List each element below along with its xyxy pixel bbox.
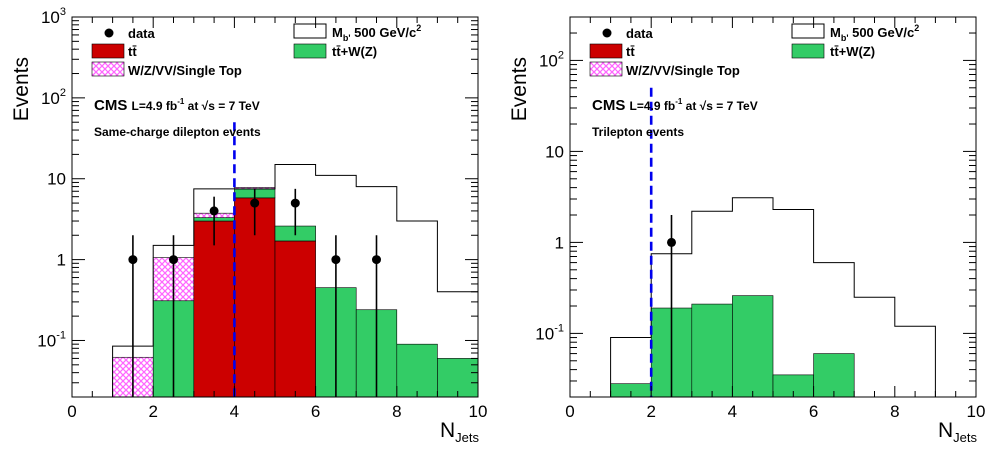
- y-tick-label: 10-1: [37, 329, 66, 350]
- x-tick-label: 10: [967, 402, 986, 421]
- cms-lumi-label: CMS L=4.9 fb-1 at √s = 7 TeV: [592, 97, 758, 114]
- bar-ttv: [691, 303, 733, 398]
- sample-label: Same-charge dilepton events: [94, 125, 261, 139]
- y-tick-label: 1: [555, 233, 564, 252]
- legend-data-label: data: [128, 26, 156, 41]
- legend-wz-swatch: [589, 61, 623, 77]
- x-tick-label: 10: [469, 402, 488, 421]
- x-tick-label: 0: [565, 402, 574, 421]
- data-point: [667, 237, 676, 247]
- bar-ttv: [396, 343, 438, 398]
- legend-ttv-label: tt̄+W(Z): [830, 44, 875, 59]
- legend-ttv-swatch: [791, 43, 825, 59]
- legend-signal-label: Mb' 500 GeV/c2: [830, 23, 919, 43]
- x-tick-label: 8: [890, 402, 899, 421]
- y-axis-label: Events: [10, 57, 33, 121]
- x-axis-label: NJets: [938, 419, 978, 445]
- signal-histogram-line: [570, 197, 976, 398]
- signal-histogram-line: [72, 163, 479, 398]
- legend-wz-label: W/Z/VV/Single Top: [626, 63, 740, 78]
- y-tick-label: 10: [47, 170, 66, 189]
- data-point: [250, 198, 260, 208]
- bar-ttv: [813, 353, 855, 398]
- data-point: [290, 198, 300, 208]
- x-tick-label: 8: [392, 402, 401, 421]
- y-tick-label: 1: [57, 251, 66, 270]
- right-panel-trilepton: 0 2 4 6 8 10 10-1 1 10 102 Events NJets data tt̄ W/Z/V…: [508, 16, 986, 445]
- y-tick-label: 10-1: [535, 322, 564, 343]
- x-tick-label: 2: [646, 402, 655, 421]
- data-point: [169, 255, 178, 265]
- x-tick-label: 6: [311, 402, 320, 421]
- x-tick-label: 4: [230, 402, 239, 421]
- x-tick-label: 4: [728, 402, 737, 421]
- x-tick-label: 2: [148, 402, 157, 421]
- bar-ttbar: [193, 220, 235, 398]
- y-tick-label: 102: [41, 87, 66, 108]
- legend-wz-swatch: [91, 61, 125, 77]
- data-point: [209, 206, 219, 216]
- data-point: [128, 255, 138, 265]
- data-point: [372, 255, 381, 265]
- legend-ttv-label: tt̄+W(Z): [332, 44, 377, 59]
- legend-wz-label: W/Z/VV/Single Top: [128, 63, 242, 78]
- legend-signal-swatch: [791, 23, 825, 39]
- sample-label: Trilepton events: [592, 125, 684, 139]
- cms-lumi-label: CMS L=4.9 fb-1 at √s = 7 TeV: [94, 97, 260, 114]
- legend-data-label: data: [626, 26, 654, 41]
- y-tick-label: 102: [539, 49, 564, 70]
- x-tick-label: 6: [809, 402, 818, 421]
- legend-signal-swatch: [293, 23, 327, 39]
- data-point: [331, 255, 341, 265]
- legend-ttbar-swatch: [91, 43, 125, 59]
- y-tick-label: 10: [545, 142, 564, 161]
- legend-ttbar-label: tt̄: [128, 44, 137, 59]
- x-tick-label: 0: [67, 402, 76, 421]
- legend-ttbar-label: tt̄: [626, 44, 635, 59]
- bar-ttv: [732, 295, 774, 398]
- legend-signal-label: Mb' 500 GeV/c2: [332, 23, 421, 43]
- bar-ttbar: [274, 240, 316, 398]
- y-tick-label: 103: [41, 6, 66, 27]
- legend-data-marker: [602, 28, 612, 38]
- legend-ttbar-swatch: [589, 43, 623, 59]
- y-axis-label: Events: [508, 57, 531, 121]
- legend-data-marker: [104, 28, 114, 38]
- left-panel-same-charge-dilepton: 0 2 4 6 8 10 10-1 1 10 102 103 Events NJets data tt̄ W/…: [10, 6, 487, 445]
- legend-ttv-swatch: [293, 43, 327, 59]
- x-axis-label: NJets: [440, 419, 480, 445]
